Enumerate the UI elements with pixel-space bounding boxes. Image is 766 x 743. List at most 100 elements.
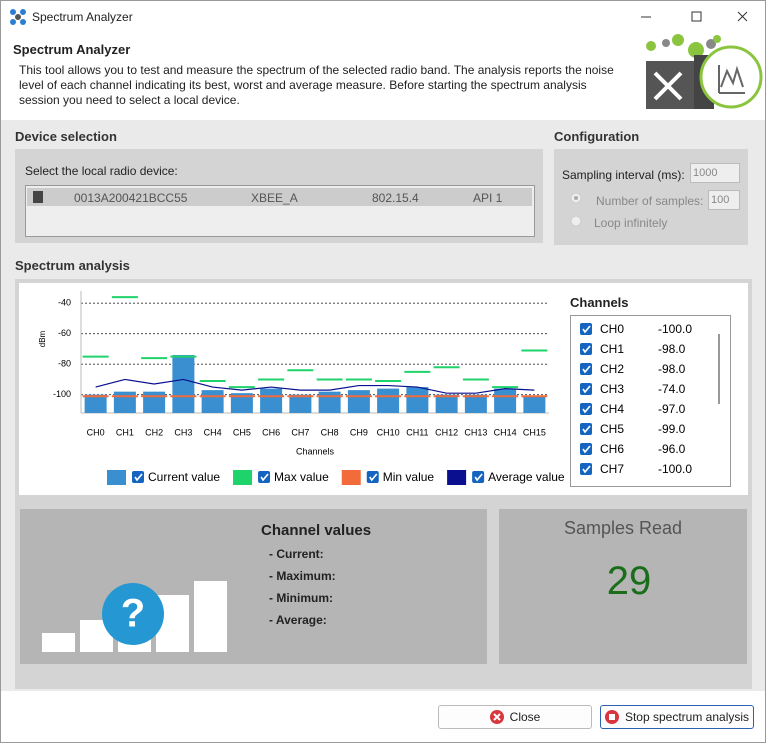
checkmark xyxy=(582,345,591,354)
legend-swatch xyxy=(233,470,253,485)
device-row[interactable]: 0013A200421BCC55 XBEE_A 802.15.4 API 1 xyxy=(27,188,532,206)
bar xyxy=(406,387,429,413)
channel-name: CH5 xyxy=(600,422,624,436)
x-tick-label: CH15 xyxy=(523,427,546,437)
samples-value: 29 xyxy=(606,559,652,603)
channel-name: CH2 xyxy=(600,362,624,376)
channel-row[interactable]: CH5 -99.0 xyxy=(575,419,715,439)
x-tick-label: CH9 xyxy=(350,427,368,437)
channel-value: -98.0 xyxy=(658,342,686,356)
x-tick-label: CH2 xyxy=(145,427,163,437)
legend-swatch xyxy=(447,470,467,485)
bar xyxy=(377,388,400,413)
close-label: Close xyxy=(509,710,541,724)
channel-value-item: - Maximum: xyxy=(269,569,336,583)
x-tick-label: CH14 xyxy=(494,427,517,437)
signal-icon: ? xyxy=(42,581,227,652)
channel-row[interactable]: CH1 -98.0 xyxy=(575,339,715,359)
radio-buttons[interactable] xyxy=(570,192,582,232)
channel-value-item: - Average: xyxy=(269,613,327,627)
device-cell: API 1 xyxy=(473,191,503,205)
checkmark xyxy=(369,473,378,482)
checkmark xyxy=(582,465,591,474)
channel-row[interactable]: CH2 -98.0 xyxy=(575,359,715,379)
channel-list[interactable]: CH0 -100.0 CH1 -98.0 CH2 -98.0 CH3 -74.0 CH4 -97.… xyxy=(570,315,731,487)
channel-name: CH4 xyxy=(600,402,624,416)
sampling-input[interactable]: 1000 xyxy=(690,163,740,183)
title-bar: Spectrum Analyzer xyxy=(1,1,765,31)
checkbox xyxy=(258,471,271,483)
checkbox xyxy=(580,463,592,475)
channel-value-item: - Current: xyxy=(269,547,324,561)
app-icon xyxy=(10,9,26,25)
checkbox xyxy=(580,383,592,395)
device-panel: Select the local radio device: 0013A2004… xyxy=(15,149,543,243)
samples-input[interactable]: 100 xyxy=(708,190,740,210)
bar xyxy=(230,393,253,413)
section-heading: Spectrum analysis xyxy=(15,258,130,273)
x-tick-label: CH1 xyxy=(116,427,134,437)
channel-values-title: Channel values xyxy=(261,522,372,539)
x-axis-label: Channels xyxy=(296,446,335,456)
bar xyxy=(172,355,195,413)
x-tick-label: CH12 xyxy=(435,427,458,437)
channel-value: -100.0 xyxy=(658,462,692,476)
checkbox xyxy=(580,423,592,435)
channel-value: -97.0 xyxy=(658,402,686,416)
checkmark xyxy=(582,325,591,334)
device-label: Select the local radio device: xyxy=(25,164,178,178)
channel-row[interactable]: CH3 -74.0 xyxy=(575,379,715,399)
stop-label: Stop spectrum analysis xyxy=(624,710,750,724)
x-tick-label: CH10 xyxy=(377,427,400,437)
configuration-panel: Sampling interval (ms): 1000 Number of s… xyxy=(554,149,748,245)
bar xyxy=(464,394,487,413)
channel-name: CH1 xyxy=(600,342,624,356)
bar xyxy=(143,391,166,413)
header-icon xyxy=(646,34,763,109)
channel-values-list: - Current: - Maximum: - Minimum: - Average: xyxy=(269,547,336,635)
channel-value-item: - Minimum: xyxy=(269,591,333,605)
device-list[interactable]: 0013A200421BCC55 XBEE_A 802.15.4 API 1 xyxy=(25,185,535,237)
channel-row[interactable]: CH7 -100.0 xyxy=(575,459,715,479)
checkmark xyxy=(582,385,591,394)
y-tick-label: -40 xyxy=(58,298,71,308)
legend-label: Max value xyxy=(274,470,329,484)
channel-row[interactable]: CH6 -96.0 xyxy=(575,439,715,459)
stop-button[interactable]: Stop spectrum analysis xyxy=(600,705,754,729)
channel-row[interactable]: CH0 -100.0 xyxy=(575,319,715,339)
x-tick-label: CH13 xyxy=(464,427,487,437)
bar xyxy=(289,394,312,413)
channel-value: -100.0 xyxy=(658,322,692,336)
section-heading: Configuration xyxy=(554,129,640,144)
window-title: Spectrum Analyzer xyxy=(32,10,133,24)
window-controls[interactable] xyxy=(641,9,751,25)
checkbox xyxy=(580,343,592,355)
device-cell: 802.15.4 xyxy=(372,191,419,205)
close-button[interactable]: Close xyxy=(438,705,592,729)
bar xyxy=(347,390,370,413)
checkmark xyxy=(582,425,591,434)
checkbox xyxy=(366,471,379,483)
svg-text:?: ? xyxy=(121,592,145,636)
legend-label: Min value xyxy=(383,470,435,484)
bar xyxy=(260,388,283,413)
scrollbar[interactable] xyxy=(718,334,720,404)
x-tick-label: CH4 xyxy=(204,427,222,437)
bar xyxy=(318,391,341,413)
stop-icon xyxy=(604,710,619,724)
channel-row[interactable]: CH4 -97.0 xyxy=(575,399,715,419)
x-tick-label: CH3 xyxy=(174,427,192,437)
channels-heading: Channels xyxy=(570,295,629,310)
legend-swatch xyxy=(341,470,361,485)
channel-value: -74.0 xyxy=(658,382,686,396)
x-tick-label: CH11 xyxy=(406,427,428,437)
channel-name: CH3 xyxy=(600,382,624,396)
samples-label: Number of samples: xyxy=(596,194,704,208)
y-axis-label: dBm xyxy=(38,330,47,347)
legend-swatch xyxy=(107,470,126,485)
x-tick-label: CH5 xyxy=(233,427,251,437)
bar xyxy=(113,391,136,413)
bar xyxy=(84,394,107,413)
average-line xyxy=(95,378,535,394)
